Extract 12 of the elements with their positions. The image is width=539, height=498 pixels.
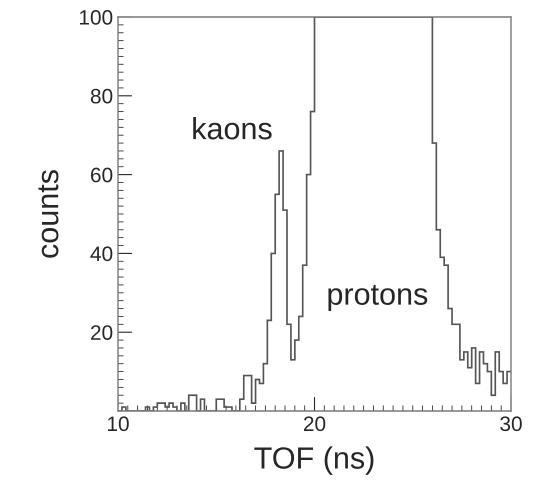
- y-tick-label: 40: [90, 246, 112, 262]
- y-tick-label: 100: [80, 10, 112, 25]
- x-tick-label: 20: [304, 416, 326, 432]
- y-axis-title: counts: [38, 170, 58, 258]
- x-axis-title: TOF (ns): [254, 446, 374, 475]
- annotation: kaons: [193, 117, 272, 140]
- x-tick-label: 30: [500, 416, 522, 432]
- annotation: protons: [328, 284, 428, 311]
- y-tick-label: 80: [90, 88, 112, 104]
- x-tick-label: 10: [108, 416, 129, 432]
- y-tick-label: 60: [91, 168, 112, 182]
- y-tick-label: 20: [91, 325, 112, 340]
